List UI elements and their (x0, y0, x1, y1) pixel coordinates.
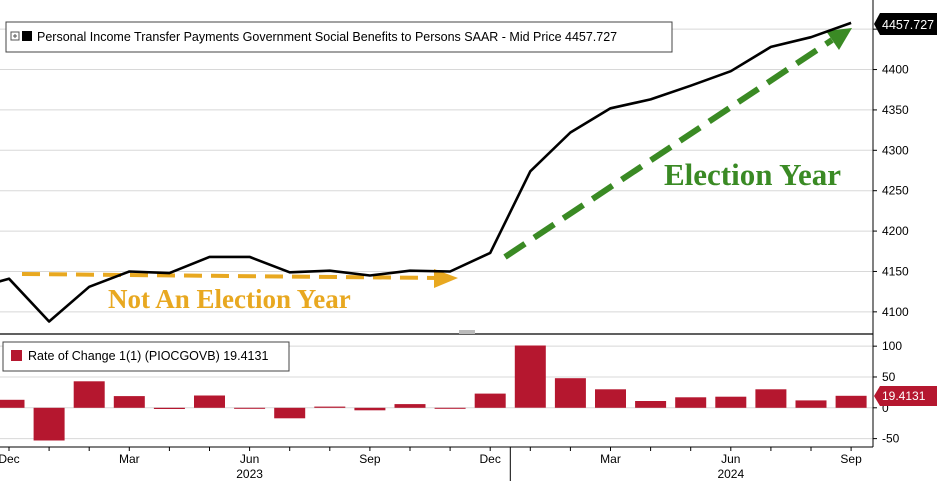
top-tick-label: 4400 (882, 63, 909, 77)
social-benefits-line (0, 21, 852, 323)
roc-bar (554, 378, 586, 408)
top-tick-label: 4250 (882, 184, 909, 198)
roc-bar (755, 389, 787, 408)
bottom-tick-label: -50 (882, 432, 900, 446)
x-month-label: Dec (0, 452, 20, 466)
bottom-tick-label: 100 (882, 339, 902, 353)
roc-bar (33, 407, 65, 441)
roc-bar (234, 407, 266, 409)
roc-bars (0, 345, 867, 441)
top-tick-label: 4350 (882, 103, 909, 117)
x-month-label: Jun (721, 452, 740, 466)
legend-bar-swatch (11, 350, 22, 361)
roc-bar (595, 389, 626, 408)
roc-bar (0, 399, 25, 408)
x-month-label: Dec (480, 452, 501, 466)
top-last-value-tag: 4457.727 (874, 13, 937, 35)
top-last-value: 4457.727 (882, 18, 934, 32)
top-tick-label: 4200 (882, 224, 909, 238)
top-legend-label: Personal Income Transfer Payments Govern… (37, 30, 617, 44)
bottom-last-value: 19.4131 (882, 389, 926, 403)
top-y-axis: 41004150420042504300435044004450 (873, 22, 909, 319)
roc-bar (715, 396, 747, 408)
roc-bar (274, 407, 306, 419)
roc-bar (153, 407, 185, 409)
roc-bar (354, 407, 386, 411)
roc-bar (113, 396, 145, 408)
x-month-label: Jun (240, 452, 259, 466)
election-year-arrow (503, 28, 852, 260)
bottom-tick-label: 50 (882, 370, 896, 384)
roc-bar (194, 395, 225, 408)
x-axis: Dec Mar Jun Sep Dec Mar Jun Sep 2023 2024 (0, 447, 862, 481)
roc-bar (314, 406, 346, 408)
top-tick-label: 4150 (882, 264, 909, 278)
bottom-y-axis: -50 0 50 100 (873, 339, 902, 446)
top-tick-label: 4100 (882, 305, 909, 319)
x-month-label: Mar (119, 452, 140, 466)
roc-bar (514, 345, 546, 408)
roc-bar (474, 393, 506, 408)
x-month-label: Sep (840, 452, 862, 466)
roc-bar (835, 395, 867, 408)
bottom-legend: Rate of Change 1(1) (PIOCGOVB) 19.4131 (2, 341, 290, 372)
roc-bar (795, 400, 827, 408)
not-election-year-arrow (21, 269, 458, 288)
legend-line-swatch (22, 31, 32, 41)
roc-bar (675, 397, 707, 408)
panel-resize-handle[interactable] (459, 330, 475, 334)
x-year-label: 2023 (236, 467, 263, 481)
election-year-label: Election Year (664, 157, 841, 192)
x-year-label: 2024 (717, 467, 744, 481)
roc-bar (73, 381, 105, 408)
roc-bar (394, 404, 426, 408)
top-legend: Personal Income Transfer Payments Govern… (5, 21, 673, 53)
bottom-last-value-tag: 19.4131 (874, 386, 937, 406)
roc-bar (635, 401, 667, 408)
x-month-label: Mar (600, 452, 621, 466)
x-month-label: Sep (359, 452, 381, 466)
bottom-tick-label: 0 (882, 401, 889, 415)
not-election-year-label: Not An Election Year (108, 284, 351, 314)
bottom-legend-label: Rate of Change 1(1) (PIOCGOVB) 19.4131 (28, 349, 268, 363)
roc-bar (434, 407, 466, 409)
top-tick-label: 4300 (882, 143, 909, 157)
